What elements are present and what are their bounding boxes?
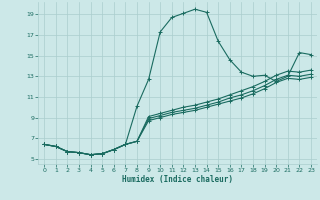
X-axis label: Humidex (Indice chaleur): Humidex (Indice chaleur) [122, 175, 233, 184]
